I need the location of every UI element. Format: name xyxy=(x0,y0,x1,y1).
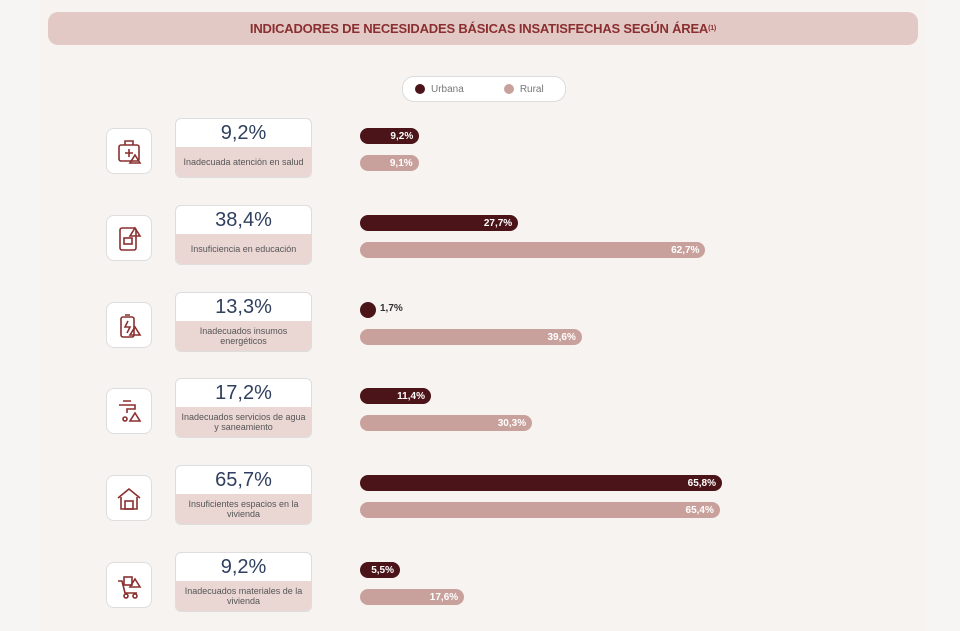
medical-kit-icon xyxy=(106,128,152,174)
legend-label-rural: Rural xyxy=(519,83,544,95)
bar-label-rural: 62,7% xyxy=(671,244,700,256)
bar-urbana: 9,2% xyxy=(360,128,420,144)
indicator-label: Inadecuados insumos energéticos xyxy=(176,321,311,351)
bar-urbana: 11,4% xyxy=(360,388,431,404)
bar-rural: 39,6% xyxy=(360,329,582,345)
chart-title: INDICADORES DE NECESIDADES BÁSICAS INSAT… xyxy=(48,12,918,45)
construction-cart-icon xyxy=(106,562,152,608)
indicator-label: Inadecuados materiales de la vivienda xyxy=(176,581,311,611)
category-row: 9,2% Inadecuados materiales de la viviend… xyxy=(0,552,960,612)
title-text: INDICADORES DE NECESIDADES BÁSICAS INSAT… xyxy=(249,21,709,36)
total-value: 9,2% xyxy=(220,555,267,578)
total-value: 17,2% xyxy=(215,381,272,404)
battery-energy-icon xyxy=(106,302,152,348)
bar-rural: 30,3% xyxy=(360,415,533,431)
house-icon xyxy=(106,475,152,521)
bar-urbana: 27,7% xyxy=(360,215,519,231)
bar-label-urbana: 5,5% xyxy=(371,564,394,576)
indicator-card: 38,4% Insuficiencia en educación xyxy=(175,205,312,265)
category-row: 9,2% Inadecuada atención en salud 9,2% 9,… xyxy=(0,118,960,178)
indicator-label: Inadecuada atención en salud xyxy=(176,147,311,177)
indicator-label: Inadecuados servicios de agua y saneamie… xyxy=(176,407,311,437)
category-row: 17,2% Inadecuados servicios de agua y san… xyxy=(0,378,960,438)
bar-label-urbana: 1,7% xyxy=(380,303,403,314)
bar-label-urbana: 9,2% xyxy=(390,130,414,142)
indicator-label: Insuficientes espacios en la vivienda xyxy=(176,494,311,524)
bar-label-rural: 17,6% xyxy=(429,591,459,603)
bar-label-rural: 30,3% xyxy=(497,417,527,429)
indicator-label: Insuficiencia en educación xyxy=(176,234,311,264)
bar-label-urbana: 27,7% xyxy=(483,217,513,229)
bar-label-rural: 9,1% xyxy=(389,157,413,169)
indicator-card: 17,2% Inadecuados servicios de agua y san… xyxy=(175,378,312,438)
bar-urbana: 5,5% xyxy=(360,562,400,578)
indicator-card: 65,7% Insuficientes espacios en la vivien… xyxy=(175,465,312,525)
bar-rural: 65,4% xyxy=(360,502,720,518)
bar-urbana xyxy=(360,302,376,318)
bar-rural: 9,1% xyxy=(360,155,419,171)
total-value: 9,2% xyxy=(220,121,267,144)
water-tap-icon xyxy=(106,388,152,434)
total-value: 38,4% xyxy=(215,208,272,231)
category-row: 13,3% Inadecuados insumos energéticos 1,7… xyxy=(0,292,960,352)
bar-label-urbana: 11,4% xyxy=(397,390,425,402)
bar-rural: 62,7% xyxy=(360,242,706,258)
legend-label-urbana: Urbana xyxy=(431,83,464,95)
legend: Urbana Rural xyxy=(402,76,566,102)
total-value: 13,3% xyxy=(215,295,272,318)
bar-label-rural: 65,4% xyxy=(685,504,714,516)
bar-rural: 17,6% xyxy=(360,589,465,605)
total-value: 65,7% xyxy=(215,468,272,491)
legend-swatch-urbana xyxy=(415,84,425,94)
indicator-card: 13,3% Inadecuados insumos energéticos xyxy=(175,292,312,352)
title-footnote-mark: (1) xyxy=(708,25,717,32)
indicator-card: 9,2% Inadecuada atención en salud xyxy=(175,118,312,178)
bar-label-urbana: 65,8% xyxy=(687,477,717,489)
category-row: 38,4% Insuficiencia en educación 27,7% 62… xyxy=(0,205,960,265)
indicator-card: 9,2% Inadecuados materiales de la viviend… xyxy=(175,552,312,612)
bar-urbana: 65,8% xyxy=(360,475,723,491)
bar-label-rural: 39,6% xyxy=(547,331,576,343)
book-icon xyxy=(106,215,152,261)
category-row: 65,7% Insuficientes espacios en la vivien… xyxy=(0,465,960,525)
legend-swatch-rural xyxy=(503,84,514,94)
